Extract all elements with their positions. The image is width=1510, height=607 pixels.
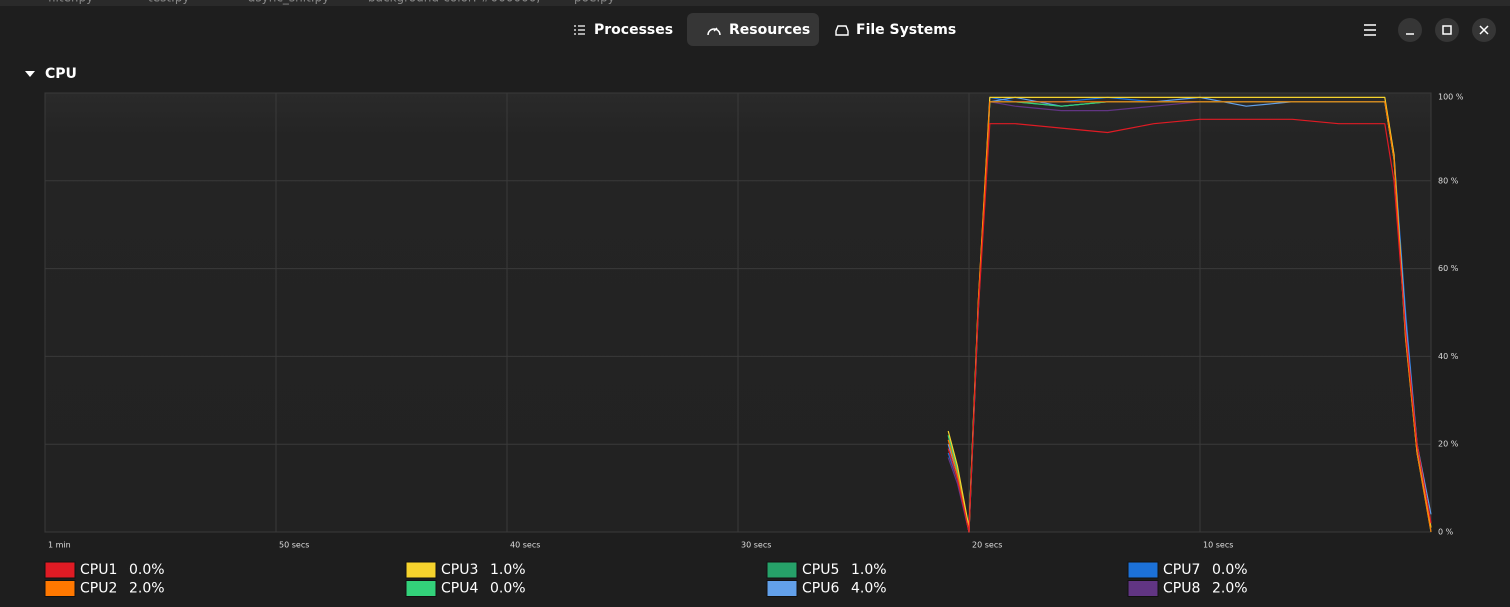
legend-value: 1.0% (851, 562, 887, 578)
legend-item[interactable]: CPU6 4.0% (766, 580, 887, 597)
legend-value: 2.0% (129, 581, 165, 597)
legend-swatch (1127, 561, 1159, 579)
tab-resources[interactable]: Resources (707, 22, 810, 38)
legend-name: CPU8 (1163, 581, 1200, 597)
legend-value: 1.0% (490, 562, 526, 578)
legend-item[interactable]: CPU2 2.0% (44, 580, 165, 597)
legend-name: CPU6 (802, 581, 839, 597)
legend-name: CPU1 (80, 562, 117, 578)
icon (835, 25, 849, 36)
legend-name: CPU2 (80, 581, 117, 597)
legend-name: CPU7 (1163, 562, 1200, 578)
tab-processes[interactable]: Processes (574, 22, 673, 38)
legend-item[interactable]: CPU1 0.0% (44, 561, 165, 579)
icon (1479, 25, 1489, 35)
editor-tab-label: filter.py (48, 0, 93, 5)
legend-item[interactable]: CPU4 0.0% (405, 580, 526, 597)
icon (707, 27, 721, 36)
editor-tab-label: poe.py (574, 0, 615, 5)
menu-button[interactable] (1364, 24, 1376, 36)
legend-name: CPU4 (441, 581, 478, 597)
legend-item[interactable]: CPU8 2.0% (1127, 580, 1248, 597)
legend-item[interactable]: CPU7 0.0% (1127, 561, 1248, 579)
legend-value: 0.0% (129, 562, 165, 578)
x-tick-label: 50 secs (279, 541, 309, 550)
x-tick-label: 10 secs (1203, 541, 1233, 550)
legend-value: 0.0% (490, 581, 526, 597)
editor-tab-strip (0, 0, 1510, 6)
x-tick-label: 40 secs (510, 541, 540, 550)
editor-tab-label: test.py (148, 0, 190, 5)
y-tick-label: 40 % (1438, 352, 1459, 361)
editor-tab-label: background-color: #000000; (368, 0, 540, 5)
legend-swatch (405, 561, 437, 579)
minimize-button[interactable] (1398, 18, 1422, 42)
icon (1442, 25, 1452, 35)
tab-file-systems[interactable]: File Systems (835, 22, 956, 38)
legend-swatch (766, 580, 798, 597)
legend-swatch (44, 580, 76, 597)
legend-swatch (766, 561, 798, 579)
tab-label: File Systems (856, 22, 956, 38)
legend-swatch (1127, 580, 1159, 597)
legend-value: 2.0% (1212, 581, 1248, 597)
legend-swatch (44, 561, 76, 579)
y-tick-label: 100 % (1438, 93, 1464, 102)
legend-item[interactable]: CPU3 1.0% (405, 561, 526, 579)
maximize-button[interactable] (1435, 18, 1459, 42)
x-tick-label: 1 min (48, 541, 71, 550)
x-tick-label: 20 secs (972, 541, 1002, 550)
legend-name: CPU5 (802, 562, 839, 578)
editor-tab-label: async_shit.py (248, 0, 329, 5)
legend-swatch (405, 580, 437, 597)
y-tick-label: 0 % (1438, 528, 1454, 537)
y-tick-label: 60 % (1438, 264, 1459, 273)
legend-value: 4.0% (851, 581, 887, 597)
active-tab-bg (687, 13, 819, 46)
x-tick-label: 30 secs (741, 541, 771, 550)
icon (574, 25, 585, 35)
expander[interactable] (25, 71, 35, 77)
legend-item[interactable]: CPU5 1.0% (766, 561, 887, 579)
tab-label: Resources (729, 22, 810, 38)
y-tick-label: 20 % (1438, 440, 1459, 449)
cpu-line (947, 118, 1432, 533)
y-tick-label: 80 % (1438, 176, 1459, 185)
section-title: CPU (45, 66, 77, 82)
legend-value: 0.0% (1212, 562, 1248, 578)
legend-name: CPU3 (441, 562, 478, 578)
tab-label: Processes (594, 22, 673, 38)
editor-tabs: filter.py test.py async_shit.py background-… (48, 0, 615, 5)
